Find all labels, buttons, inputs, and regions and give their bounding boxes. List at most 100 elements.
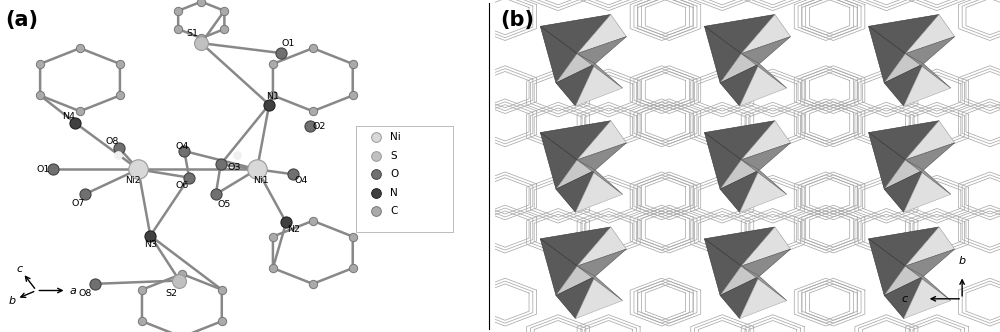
Polygon shape (884, 160, 923, 189)
Polygon shape (720, 170, 759, 212)
Polygon shape (704, 132, 741, 189)
Polygon shape (869, 132, 905, 189)
Polygon shape (577, 53, 623, 88)
Polygon shape (576, 276, 623, 319)
Polygon shape (905, 53, 951, 88)
Polygon shape (576, 170, 623, 212)
Polygon shape (720, 160, 759, 189)
Text: S2: S2 (165, 289, 177, 298)
Polygon shape (884, 266, 923, 295)
Text: S1: S1 (187, 29, 199, 38)
Text: (a): (a) (5, 10, 38, 30)
Polygon shape (741, 15, 791, 53)
Polygon shape (720, 64, 759, 106)
Text: Ni2: Ni2 (125, 176, 141, 186)
Polygon shape (905, 15, 955, 53)
Polygon shape (540, 227, 611, 266)
Text: b: b (959, 256, 966, 266)
Polygon shape (556, 266, 595, 295)
Polygon shape (741, 37, 791, 64)
Polygon shape (540, 15, 611, 53)
Text: O8: O8 (79, 289, 92, 298)
Polygon shape (577, 15, 626, 53)
Polygon shape (884, 276, 923, 319)
Polygon shape (704, 15, 775, 53)
Polygon shape (704, 239, 741, 295)
Text: O1: O1 (36, 165, 50, 174)
Text: O6: O6 (176, 181, 189, 191)
Polygon shape (904, 276, 951, 319)
Text: S: S (390, 151, 397, 161)
Polygon shape (905, 37, 955, 64)
Polygon shape (904, 64, 951, 106)
Polygon shape (704, 121, 775, 160)
Polygon shape (741, 227, 791, 266)
Text: O4: O4 (295, 176, 308, 186)
Polygon shape (905, 160, 951, 194)
Polygon shape (905, 227, 955, 266)
FancyBboxPatch shape (356, 126, 453, 232)
Polygon shape (884, 64, 923, 106)
Polygon shape (720, 53, 759, 83)
Text: Ni1: Ni1 (254, 176, 269, 186)
Polygon shape (905, 121, 955, 160)
Text: Ni: Ni (390, 132, 401, 142)
Polygon shape (904, 170, 951, 212)
Text: C: C (390, 207, 398, 216)
Text: (b): (b) (500, 10, 534, 30)
Polygon shape (884, 53, 923, 83)
Polygon shape (556, 64, 595, 106)
Text: O2: O2 (313, 122, 326, 131)
Polygon shape (720, 266, 759, 295)
Text: N: N (390, 188, 398, 198)
Text: b: b (9, 296, 16, 306)
Text: O4: O4 (176, 142, 189, 151)
Polygon shape (540, 121, 611, 160)
Polygon shape (577, 121, 626, 160)
Polygon shape (869, 121, 939, 160)
Polygon shape (577, 143, 626, 170)
Polygon shape (720, 276, 759, 319)
Polygon shape (905, 249, 955, 276)
Polygon shape (556, 170, 595, 212)
Text: a: a (70, 286, 76, 295)
Text: O5: O5 (217, 200, 231, 209)
Polygon shape (741, 121, 791, 160)
Polygon shape (869, 26, 905, 83)
Polygon shape (540, 132, 577, 189)
Polygon shape (577, 37, 626, 64)
Polygon shape (905, 143, 955, 170)
Polygon shape (540, 26, 577, 83)
Polygon shape (577, 160, 623, 194)
Polygon shape (741, 266, 787, 300)
Polygon shape (540, 239, 577, 295)
Text: O: O (390, 169, 399, 179)
Polygon shape (740, 276, 787, 319)
Text: c: c (17, 264, 23, 274)
Text: N2: N2 (287, 224, 300, 234)
Text: c: c (901, 294, 907, 304)
Polygon shape (741, 249, 791, 276)
Polygon shape (741, 53, 787, 88)
Polygon shape (869, 227, 939, 266)
Text: O7: O7 (72, 199, 85, 208)
Polygon shape (556, 276, 595, 319)
Text: N4: N4 (62, 112, 75, 122)
Polygon shape (577, 266, 623, 300)
Text: O8: O8 (106, 136, 119, 146)
Polygon shape (905, 266, 951, 300)
Polygon shape (577, 227, 626, 266)
Text: O3: O3 (228, 163, 241, 172)
Text: N3: N3 (145, 239, 158, 249)
Polygon shape (740, 170, 787, 212)
Polygon shape (884, 170, 923, 212)
Polygon shape (740, 64, 787, 106)
Polygon shape (704, 227, 775, 266)
Polygon shape (576, 64, 623, 106)
Text: N1: N1 (266, 92, 279, 101)
Polygon shape (741, 160, 787, 194)
Polygon shape (556, 160, 595, 189)
Text: O1: O1 (282, 39, 295, 48)
Polygon shape (577, 249, 626, 276)
Polygon shape (704, 26, 741, 83)
